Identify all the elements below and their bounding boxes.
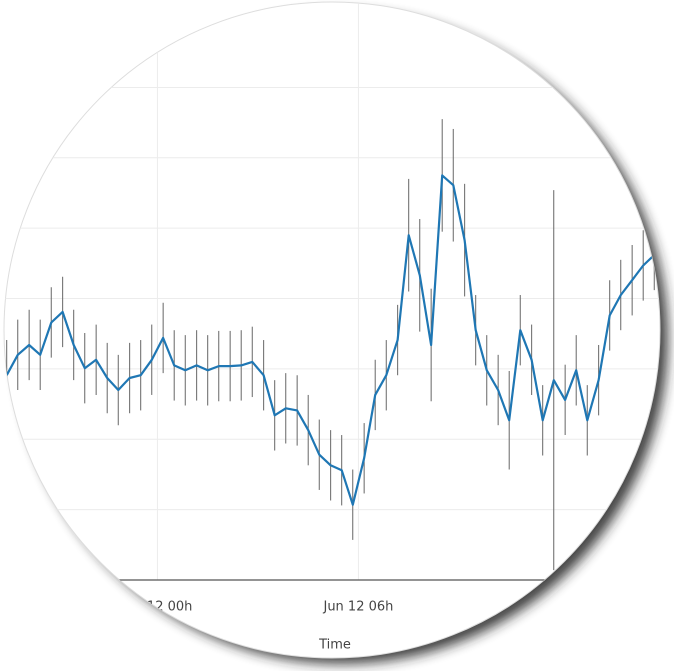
x-tick-label: Jun 12 06h xyxy=(322,600,393,615)
lens xyxy=(3,1,661,659)
x-tick-label: Jun 12 00h xyxy=(121,600,192,615)
data-line xyxy=(5,174,660,506)
x-axis-title: Time xyxy=(318,638,351,653)
